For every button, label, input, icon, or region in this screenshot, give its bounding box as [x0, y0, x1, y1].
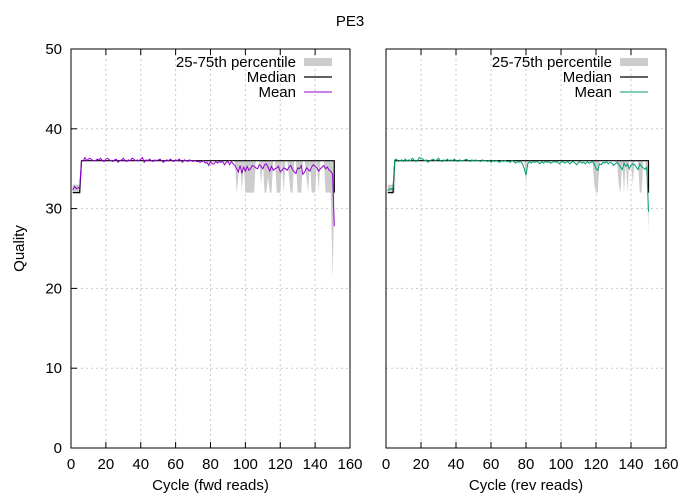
lines-fwd: [72, 156, 335, 227]
x-tick-label: 60: [167, 456, 184, 473]
y-tick-label: 20: [45, 280, 62, 297]
ticks-fwd: 0 20 40 60 80 100 120 140 160 0 10 20 30 40 50: [45, 41, 362, 473]
x-tick-label: 120: [583, 456, 608, 473]
x-tick-label: 140: [303, 456, 328, 473]
x-tick-label: 80: [518, 456, 535, 473]
median-line: [387, 160, 650, 194]
x-axis-label-fwd: Cycle (fwd reads): [152, 477, 269, 494]
legend-label-mean: Mean: [258, 84, 296, 101]
lines-rev: [387, 156, 650, 212]
legend-rev: 25-75th percentile Median Mean: [492, 54, 648, 101]
x-tick-label: 20: [98, 456, 115, 473]
x-tick-label: 20: [413, 456, 430, 473]
legend-fwd: 25-75th percentile Median Mean: [176, 54, 332, 101]
panel-fwd: 0 20 40 60 80 100 120 140 160 0 10 20 30 40 50 Cycle (…: [11, 41, 363, 494]
ticks-rev: 0 20 40 60 80 100 120 140 160: [382, 49, 679, 473]
y-tick-label: 50: [45, 41, 62, 58]
x-tick-label: 40: [448, 456, 465, 473]
iqr-band-fwd: [72, 160, 335, 281]
x-tick-label: 80: [202, 456, 219, 473]
chart-title: PE3: [336, 13, 364, 30]
x-tick-label: 60: [483, 456, 500, 473]
y-tick-label: 10: [45, 360, 62, 377]
iqr-band: [72, 160, 335, 281]
mean-line: [72, 156, 335, 227]
y-axis-label: Quality: [11, 225, 28, 272]
median-line: [72, 160, 335, 194]
y-tick-label: 30: [45, 201, 62, 218]
x-tick-label: 100: [233, 456, 258, 473]
y-tick-label: 40: [45, 121, 62, 138]
legend-label-median: Median: [563, 69, 612, 86]
iqr-band: [387, 160, 649, 233]
y-tick-label: 0: [54, 440, 62, 457]
legend-label-iqr: 25-75th percentile: [492, 54, 612, 71]
plot-frame-fwd: [70, 48, 351, 449]
grid-fwd: [71, 49, 350, 448]
legend-label-median: Median: [247, 69, 296, 86]
legend-swatch-iqr: [620, 58, 648, 66]
x-tick-label: 100: [548, 456, 573, 473]
x-tick-label: 160: [337, 456, 362, 473]
panel-rev: 0 20 40 60 80 100 120 140 160 Cycle (rev reads) …: [382, 48, 679, 494]
x-tick-label: 0: [67, 456, 75, 473]
x-tick-label: 140: [618, 456, 643, 473]
x-tick-label: 160: [653, 456, 678, 473]
legend-swatch-iqr: [304, 58, 332, 66]
x-tick-label: 120: [268, 456, 293, 473]
mean-line: [387, 156, 649, 212]
x-axis-label-rev: Cycle (rev reads): [469, 477, 583, 494]
x-tick-label: 0: [382, 456, 390, 473]
legend-label-mean: Mean: [574, 84, 612, 101]
legend-label-iqr: 25-75th percentile: [176, 54, 296, 71]
plot-frame-rev: [385, 48, 667, 449]
grid-rev: [386, 49, 666, 448]
x-tick-label: 40: [132, 456, 149, 473]
iqr-band-rev: [387, 160, 649, 233]
